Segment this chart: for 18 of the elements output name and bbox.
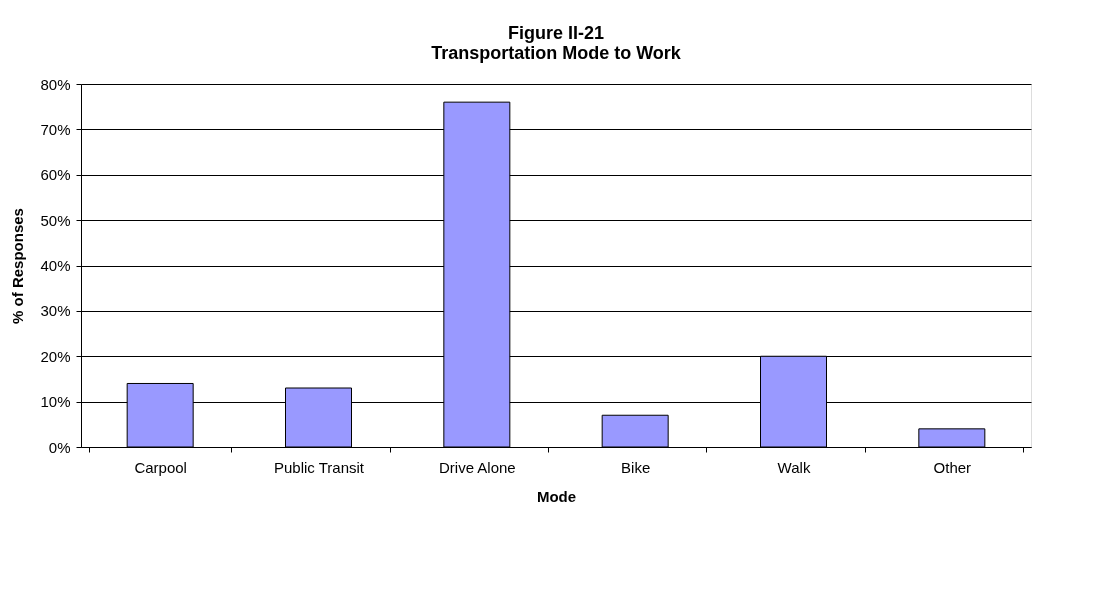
x-tick-label: Drive Alone	[438, 458, 516, 476]
x-tick-label: Other	[933, 458, 972, 476]
y-tick-label: 10%	[40, 393, 71, 411]
chart-title: Figure II-21 Transportation Mode to Work	[431, 23, 682, 63]
x-tick-label: Walk	[777, 458, 811, 476]
y-tick-label: 80%	[40, 75, 71, 93]
x-axis-title: Mode	[536, 487, 577, 505]
x-tick-label: Carpool	[134, 458, 187, 476]
y-tick-label: 0%	[48, 438, 71, 456]
y-tick-label: 40%	[40, 257, 71, 274]
y-tick-label: 60%	[40, 166, 71, 184]
x-tick-label: Bike	[621, 458, 651, 476]
y-tick-label: 30%	[40, 302, 71, 320]
y-tick-label: 50%	[40, 211, 71, 229]
x-tick-label: Public Transit	[273, 458, 365, 476]
y-axis-title: % of Responses	[9, 208, 27, 324]
y-tick-label: 20%	[40, 347, 71, 365]
y-tick-label: 70%	[40, 120, 71, 138]
